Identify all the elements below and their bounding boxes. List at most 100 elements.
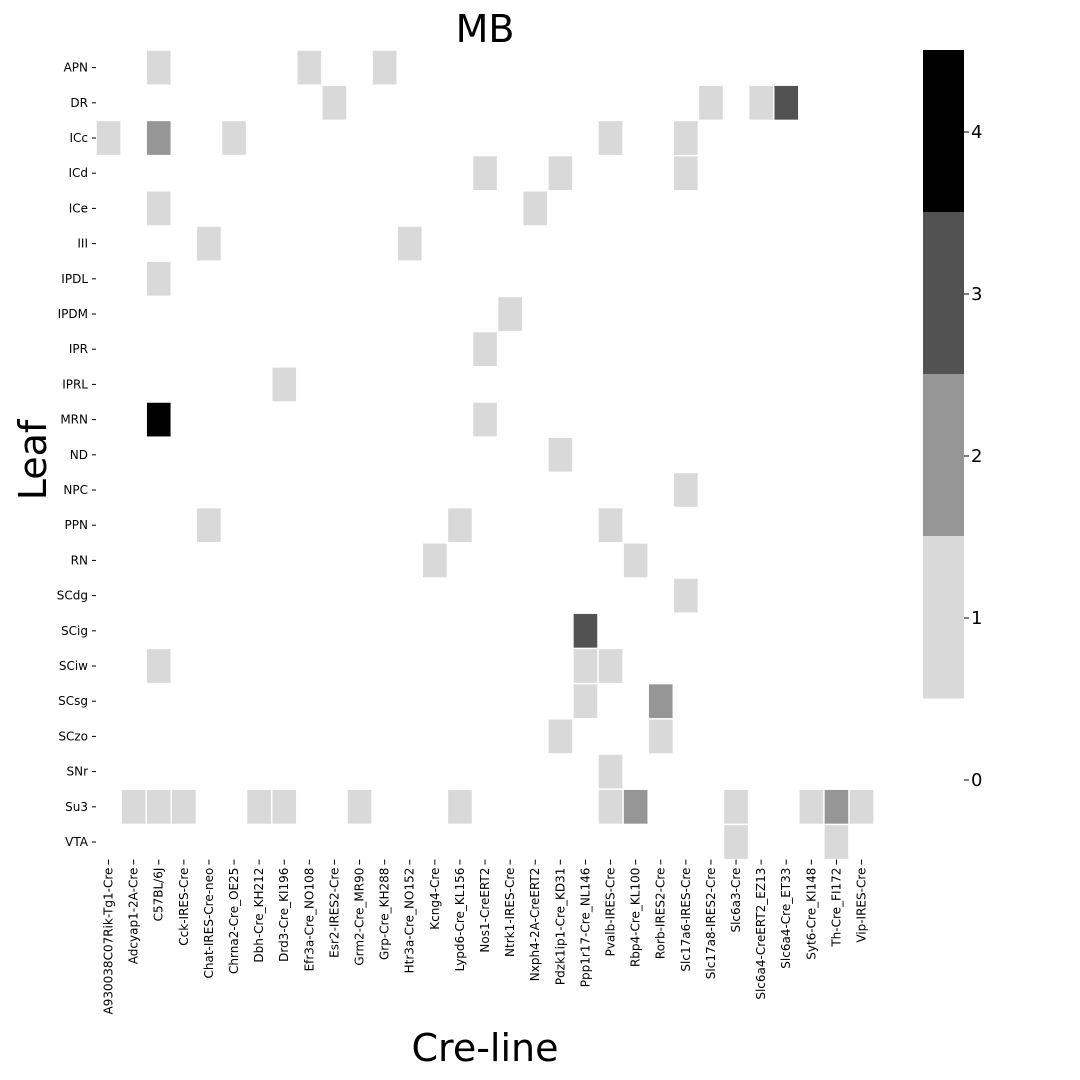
heatmap-cell — [573, 684, 598, 719]
colorbar: 0 1 2 3 4 — [923, 50, 982, 791]
heatmap-cell — [222, 121, 246, 155]
heatmap-cell — [146, 402, 171, 437]
y-tick-label: ICc — [69, 131, 88, 145]
x-tick-label: Kcng4-Cre — [428, 868, 442, 930]
colorbar-tick-label: 0 — [971, 770, 982, 791]
heatmap-cell — [146, 121, 171, 155]
heatmap-cell — [448, 508, 472, 543]
heatmap-cell — [623, 543, 648, 578]
heatmap-cell — [397, 226, 422, 261]
x-tick-label: Pvalb-IRES-Cre — [604, 868, 618, 957]
x-tick-label: Pdzk1ip1-Cre_KD31 — [553, 868, 567, 985]
x-tick-label: Lypd6-Cre_KL156 — [453, 868, 467, 972]
heatmap-cell — [172, 789, 196, 824]
x-tick-label: Drd3-Cre_KI196 — [277, 868, 291, 962]
x-tick-label: Ppp1r17-Cre_NL146 — [578, 868, 592, 988]
y-tick-label: SCzo — [58, 729, 88, 743]
colorbar-tick-label: 4 — [971, 122, 982, 143]
y-tick-label: NPC — [63, 483, 88, 497]
y-tick-labels: APN DR ICc ICd ICe III IPDL IPDM IPR IPRL MRN ND NPC… — [57, 61, 96, 849]
y-tick-label: III — [77, 237, 88, 251]
heatmap-cell — [272, 367, 297, 402]
x-axis-label: Cre-line — [412, 1026, 559, 1070]
x-tick-label: A930038C07Rik-Tg1-Cre — [102, 868, 116, 1015]
x-tick-label: Slc17a6-IRES-Cre — [679, 868, 693, 972]
x-tick-label: Th-Cre_FI172 — [829, 868, 843, 948]
y-tick-label: IPR — [69, 342, 88, 356]
y-tick-label: RN — [71, 553, 88, 567]
heatmap-cells — [96, 50, 874, 859]
heatmap-cell — [473, 156, 497, 191]
colorbar-tick-label: 2 — [971, 446, 982, 467]
x-tick-label: Dbh-Cre_KH212 — [252, 868, 266, 963]
y-tick-label: PPN — [65, 518, 88, 532]
x-tick-label: Nxph4-2A-CreERT2 — [528, 868, 542, 982]
heatmap-cell — [849, 789, 874, 824]
colorbar-segment — [923, 50, 964, 213]
y-tick-label: SCig — [61, 624, 88, 638]
heatmap-cell — [598, 508, 623, 543]
heatmap-cell — [598, 754, 623, 789]
heatmap-cell — [573, 613, 598, 648]
x-tick-label: Rorb-IRES2-Cre — [654, 868, 668, 960]
heatmap-cell — [674, 121, 698, 155]
x-tick-label: Rbp4-Cre_KL100 — [629, 868, 643, 967]
heatmap-cell — [548, 156, 573, 191]
x-tick-label: Esr2-IRES2-Cre — [327, 868, 341, 958]
heatmap-cell — [197, 508, 221, 543]
heatmap-cell — [598, 121, 623, 155]
heatmap-cell — [674, 473, 698, 507]
y-tick-label: IPDM — [58, 307, 88, 321]
heatmap-cell — [824, 825, 849, 859]
heatmap-cell — [749, 85, 773, 120]
y-tick-label: DR — [70, 96, 88, 110]
heatmap-cell — [96, 121, 121, 155]
heatmap-cell — [648, 719, 673, 754]
heatmap-cell — [523, 191, 548, 226]
x-tick-label: Efr3a-Cre_NO108 — [302, 868, 316, 972]
x-tick-label: Slc6a3-Cre — [729, 868, 743, 933]
y-tick-label: SCdg — [57, 589, 88, 603]
heatmap-cell — [146, 50, 171, 85]
y-tick-label: IPDL — [61, 272, 88, 286]
heatmap-cell — [448, 789, 472, 824]
y-tick-label: ICe — [69, 201, 88, 215]
chart-title: MB — [456, 7, 515, 51]
heatmap-cell — [146, 649, 171, 683]
y-tick-label: SNr — [66, 765, 88, 779]
x-tick-label: Cck-IRES-Cre — [177, 868, 191, 946]
y-tick-label: Su3 — [65, 800, 88, 814]
y-tick-label: SCiw — [59, 659, 88, 673]
heatmap-cell — [423, 543, 447, 578]
x-tick-label: Htr3a-Cre_NO152 — [403, 868, 417, 974]
colorbar-segment — [923, 374, 964, 537]
heatmap-cell — [322, 85, 347, 120]
x-tick-label: Slc17a8-IRES2-Cre — [704, 868, 718, 980]
heatmap-cell — [121, 789, 146, 824]
heatmap-cell — [272, 789, 297, 824]
heatmap-cell — [297, 50, 322, 85]
y-axis-label: Leaf — [11, 418, 55, 500]
heatmap-cell — [699, 85, 723, 120]
heatmap-cell — [623, 789, 648, 824]
colorbar-segment — [923, 212, 964, 375]
x-tick-label: Chat-IRES-Cre-neo — [202, 868, 216, 979]
heatmap-cell — [146, 789, 171, 824]
x-tick-label: C57BL/6J — [152, 868, 166, 922]
heatmap-cell — [498, 297, 522, 331]
heatmap-cell — [648, 684, 673, 719]
y-tick-label: SCsg — [58, 694, 88, 708]
x-tick-label: Syt6-Cre_KI148 — [804, 868, 818, 960]
heatmap-cell — [724, 789, 748, 824]
x-tick-label: Slc6a4-Cre_ET33 — [779, 868, 793, 969]
heatmap-cell — [774, 85, 799, 120]
heatmap-cell — [598, 789, 623, 824]
x-tick-labels: A930038C07Rik-Tg1-Cre Adcyap1-2A-Cre C57BL… — [102, 859, 869, 1015]
heatmap-cell — [372, 50, 397, 85]
heatmap-cell — [674, 156, 698, 191]
heatmap-cell — [548, 719, 573, 754]
y-tick-label: ICd — [68, 166, 88, 180]
x-tick-label: Grm2-Cre_MR90 — [353, 868, 367, 966]
heatmap-cell — [197, 226, 221, 261]
